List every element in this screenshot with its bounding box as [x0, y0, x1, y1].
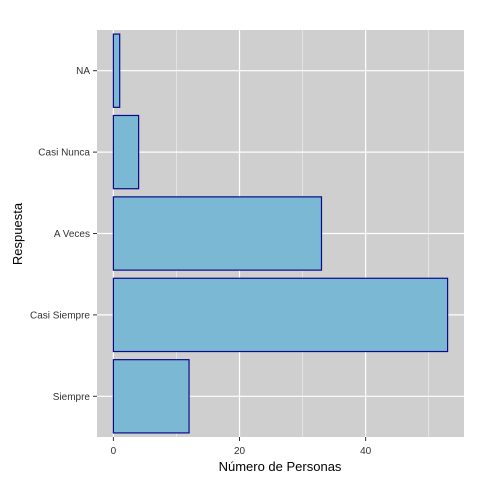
y-tick-label: Casi Nunca: [38, 148, 90, 159]
y-tick-label: Casi Siempre: [30, 310, 90, 321]
bar-casi-siempre: [112, 277, 449, 353]
x-tick-label: 0: [111, 446, 117, 457]
bar-casi-nunca: [112, 114, 140, 190]
x-tick-label: 20: [234, 446, 246, 457]
bar-a-veces: [112, 196, 323, 271]
x-axis-ticks: 0 20 40: [111, 437, 372, 457]
y-tick-label: Siempre: [53, 392, 91, 403]
bar-siempre: [112, 359, 190, 434]
y-tick-label: A Veces: [54, 229, 90, 240]
y-axis-title: Respuesta: [10, 202, 25, 265]
bar-na: [112, 33, 121, 108]
x-tick-label: 40: [360, 446, 372, 457]
x-axis-title: Número de Personas: [219, 459, 342, 474]
y-tick-label: NA: [76, 66, 90, 77]
bars: [112, 33, 449, 434]
y-axis-ticks: Siempre Casi Siempre A Veces Casi Nunca NA: [30, 66, 97, 403]
